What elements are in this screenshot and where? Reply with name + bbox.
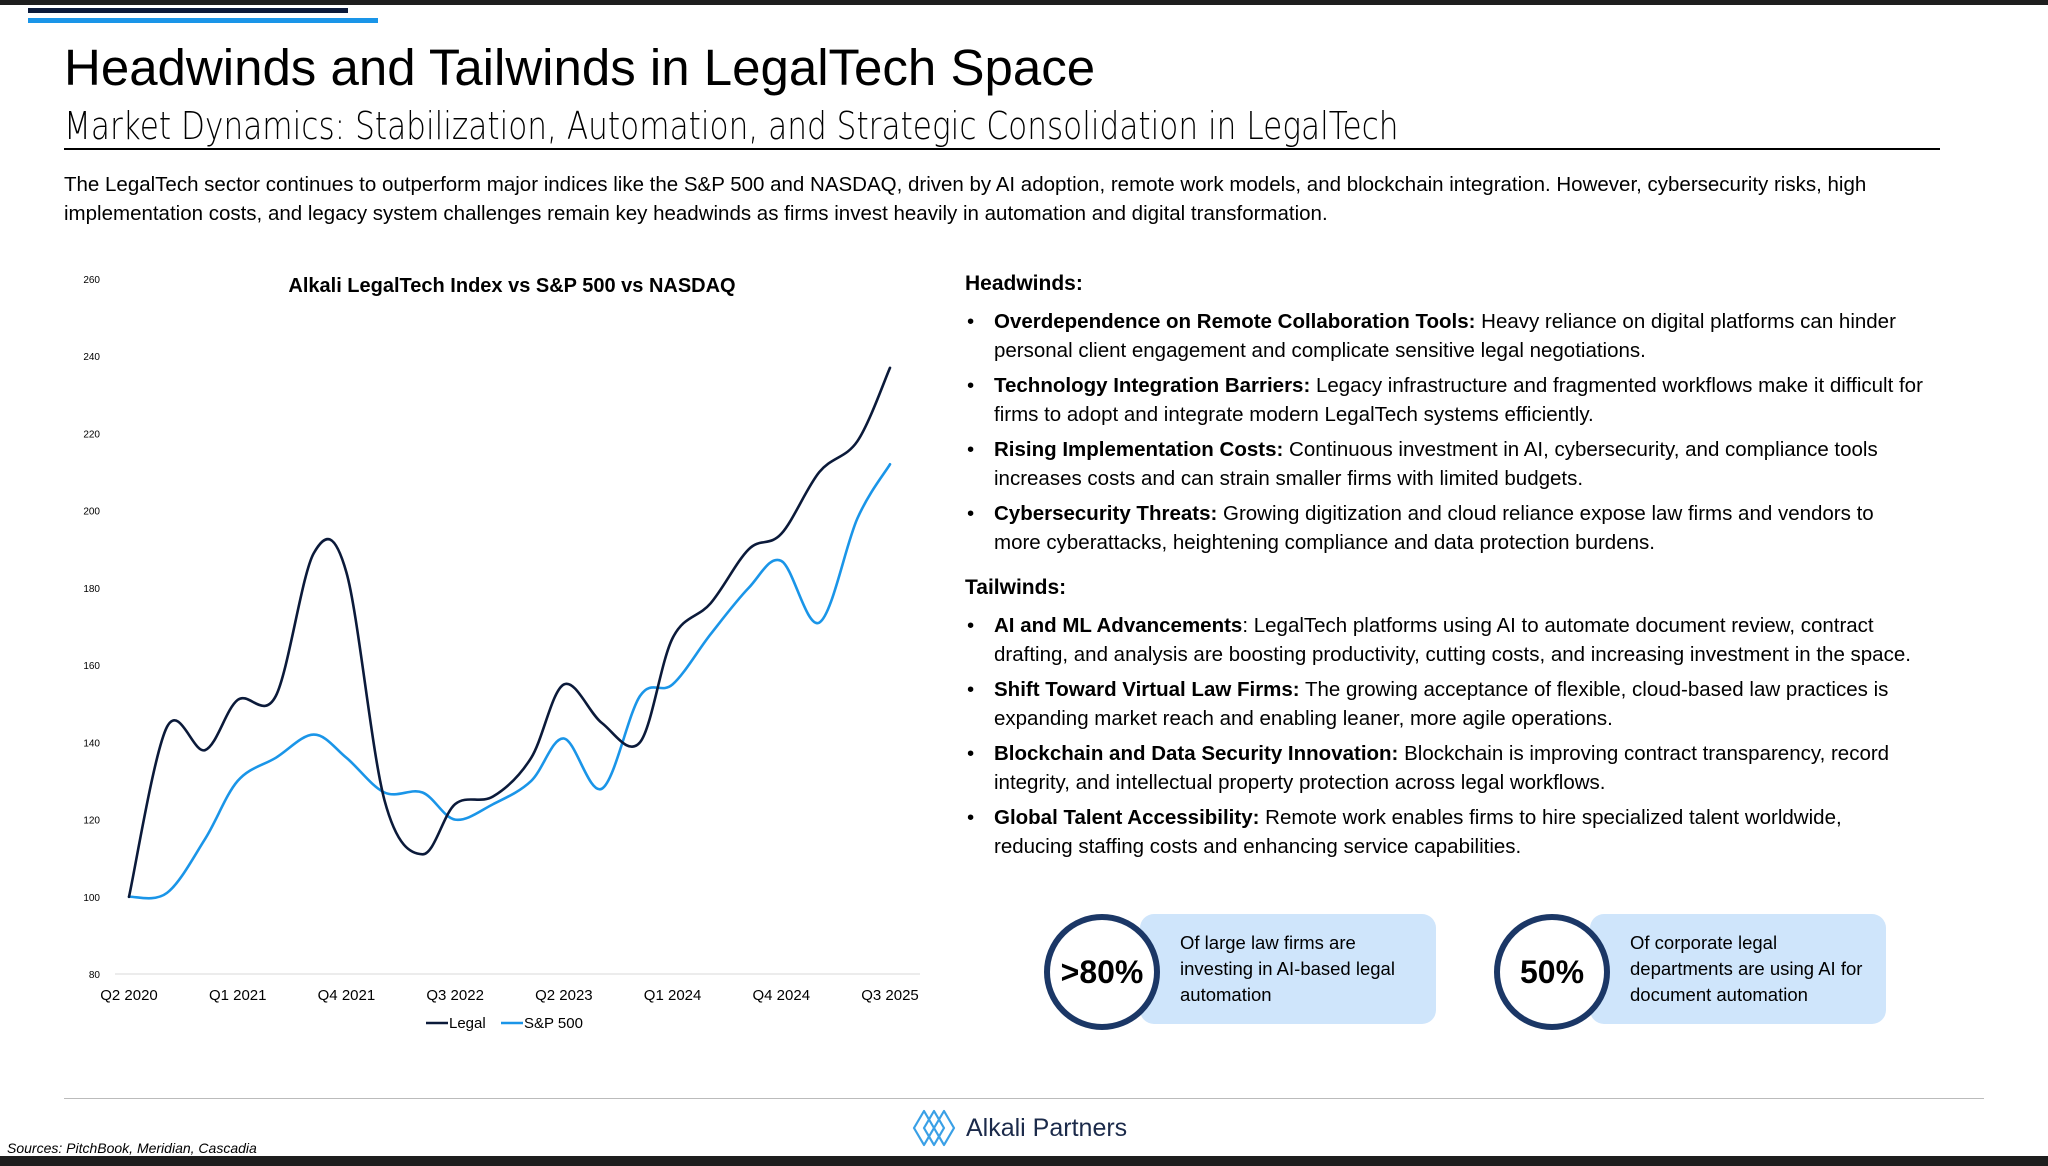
y-tick-label: 260 xyxy=(83,275,100,286)
title-divider xyxy=(64,148,1940,150)
sources-note: Sources: PitchBook, Meridian, Cascadia xyxy=(7,1140,257,1156)
bottom-bar xyxy=(0,1156,2048,1166)
tailwind-item-text: The growing acceptance of flexible, clou… xyxy=(994,678,1889,730)
y-tick-label: 80 xyxy=(89,970,101,981)
tailwind-item-text: : LegalTech platforms using AI to automa… xyxy=(994,614,1911,666)
series-line-legal xyxy=(127,366,892,899)
tailwind-item: AI and ML Advancements: LegalTech platfo… xyxy=(965,611,1925,669)
tailwinds-list: AI and ML Advancements: LegalTech platfo… xyxy=(965,611,1925,867)
headwind-item-text: Growing digitization and cloud reliance … xyxy=(994,502,1874,554)
headwind-item: Rising Implementation Costs: Continuous … xyxy=(965,435,1925,493)
tailwinds-heading: Tailwinds: xyxy=(965,576,1067,599)
accent-stripe-blue xyxy=(28,18,378,23)
x-tick-label: Q2 2020 xyxy=(100,987,158,1004)
y-axis-ticks: 80 100 120 140 160 180 200 220 240 260 xyxy=(83,275,100,981)
y-tick-label: 200 xyxy=(83,507,100,518)
stat-card-bg xyxy=(1140,914,1436,1024)
x-tick-label: Q3 2022 xyxy=(426,987,484,1004)
y-tick-label: 140 xyxy=(83,738,100,749)
y-tick-label: 240 xyxy=(83,352,100,363)
tailwind-item: Global Talent Accessibility: Remote work… xyxy=(965,803,1925,861)
brand-logo: Alkali Partners xyxy=(912,1108,1127,1148)
stat-card-bg xyxy=(1590,914,1886,1024)
top-bar xyxy=(0,0,2048,5)
chart-title: Alkali LegalTech Index vs S&P 500 vs NAS… xyxy=(288,275,735,297)
tailwind-item-text: Blockchain is improving contract transpa… xyxy=(994,742,1890,794)
tailwind-item-title: AI and ML Advancements xyxy=(994,614,1243,637)
chart-legend: Legal S&P 500 xyxy=(426,1015,583,1032)
headwind-item-text: Legacy infrastructure and fragmented wor… xyxy=(994,374,1923,426)
x-tick-label: Q4 2021 xyxy=(318,987,376,1004)
alkali-logo-icon xyxy=(912,1109,956,1147)
intro-paragraph: The LegalTech sector continues to outper… xyxy=(64,173,1867,225)
headwind-item: Overdependence on Remote Collaboration T… xyxy=(965,307,1925,365)
headwind-item-text: Heavy reliance on digital platforms can … xyxy=(994,310,1896,362)
tailwind-item-title: Global Talent Accessibility: xyxy=(994,806,1260,829)
x-tick-label: Q3 2025 xyxy=(861,987,919,1004)
y-tick-label: 120 xyxy=(83,816,100,827)
page-subtitle: Market Dynamics: Stabilization, Automati… xyxy=(64,104,1399,148)
headwind-item-title: Overdependence on Remote Collaboration T… xyxy=(994,310,1476,333)
stat-description: Of large law firms are investing in AI-b… xyxy=(1180,932,1395,1005)
legend-label: S&P 500 xyxy=(524,1015,583,1032)
tailwind-item-title: Shift Toward Virtual Law Firms: xyxy=(994,678,1300,701)
y-tick-label: 160 xyxy=(83,661,100,672)
stat-description: Of corporate legal departments are using… xyxy=(1630,932,1863,1005)
series-lines xyxy=(127,366,892,900)
x-axis-ticks: Q2 2020 Q1 2021 Q4 2021 Q3 2022 Q2 2023 Q1 20… xyxy=(100,987,919,1004)
accent-stripe-navy xyxy=(28,8,348,13)
headwind-item: Technology Integration Barriers: Legacy … xyxy=(965,371,1925,429)
tailwind-item: Blockchain and Data Security Innovation:… xyxy=(965,739,1925,797)
tailwind-item-title: Blockchain and Data Security Innovation: xyxy=(994,742,1399,765)
legend-label: Legal xyxy=(449,1015,486,1032)
stat-value-circle: >80% xyxy=(1044,914,1160,1030)
x-tick-label: Q2 2023 xyxy=(535,987,593,1004)
y-tick-label: 220 xyxy=(83,429,100,440)
stat-value-circle: 50% xyxy=(1494,914,1610,1030)
headwind-item-title: Cybersecurity Threats: xyxy=(994,502,1218,525)
footer-divider xyxy=(64,1098,1984,1099)
y-tick-label: 180 xyxy=(83,584,100,595)
headwinds-list: Overdependence on Remote Collaboration T… xyxy=(965,307,1925,563)
tailwind-item: Shift Toward Virtual Law Firms: The grow… xyxy=(965,675,1925,733)
headwinds-heading: Headwinds: xyxy=(965,272,1083,295)
page-title: Headwinds and Tailwinds in LegalTech Spa… xyxy=(64,39,1096,96)
headwind-item-title: Technology Integration Barriers: xyxy=(994,374,1311,397)
headwind-item-title: Rising Implementation Costs: xyxy=(994,438,1284,461)
headwind-item: Cybersecurity Threats: Growing digitizat… xyxy=(965,499,1925,557)
x-tick-label: Q1 2021 xyxy=(209,987,267,1004)
brand-name: Alkali Partners xyxy=(966,1113,1128,1142)
x-tick-label: Q1 2024 xyxy=(644,987,702,1004)
y-tick-label: 100 xyxy=(83,893,100,904)
line-chart: 80 100 120 140 160 180 200 220 240 260 Alkali Leg… xyxy=(83,275,920,1032)
tailwind-item-text: Remote work enables firms to hire specia… xyxy=(994,806,1842,858)
x-tick-label: Q4 2024 xyxy=(753,987,811,1004)
headwind-item-text: Continuous investment in AI, cybersecuri… xyxy=(994,438,1878,490)
series-line-s-p-500 xyxy=(127,463,892,900)
